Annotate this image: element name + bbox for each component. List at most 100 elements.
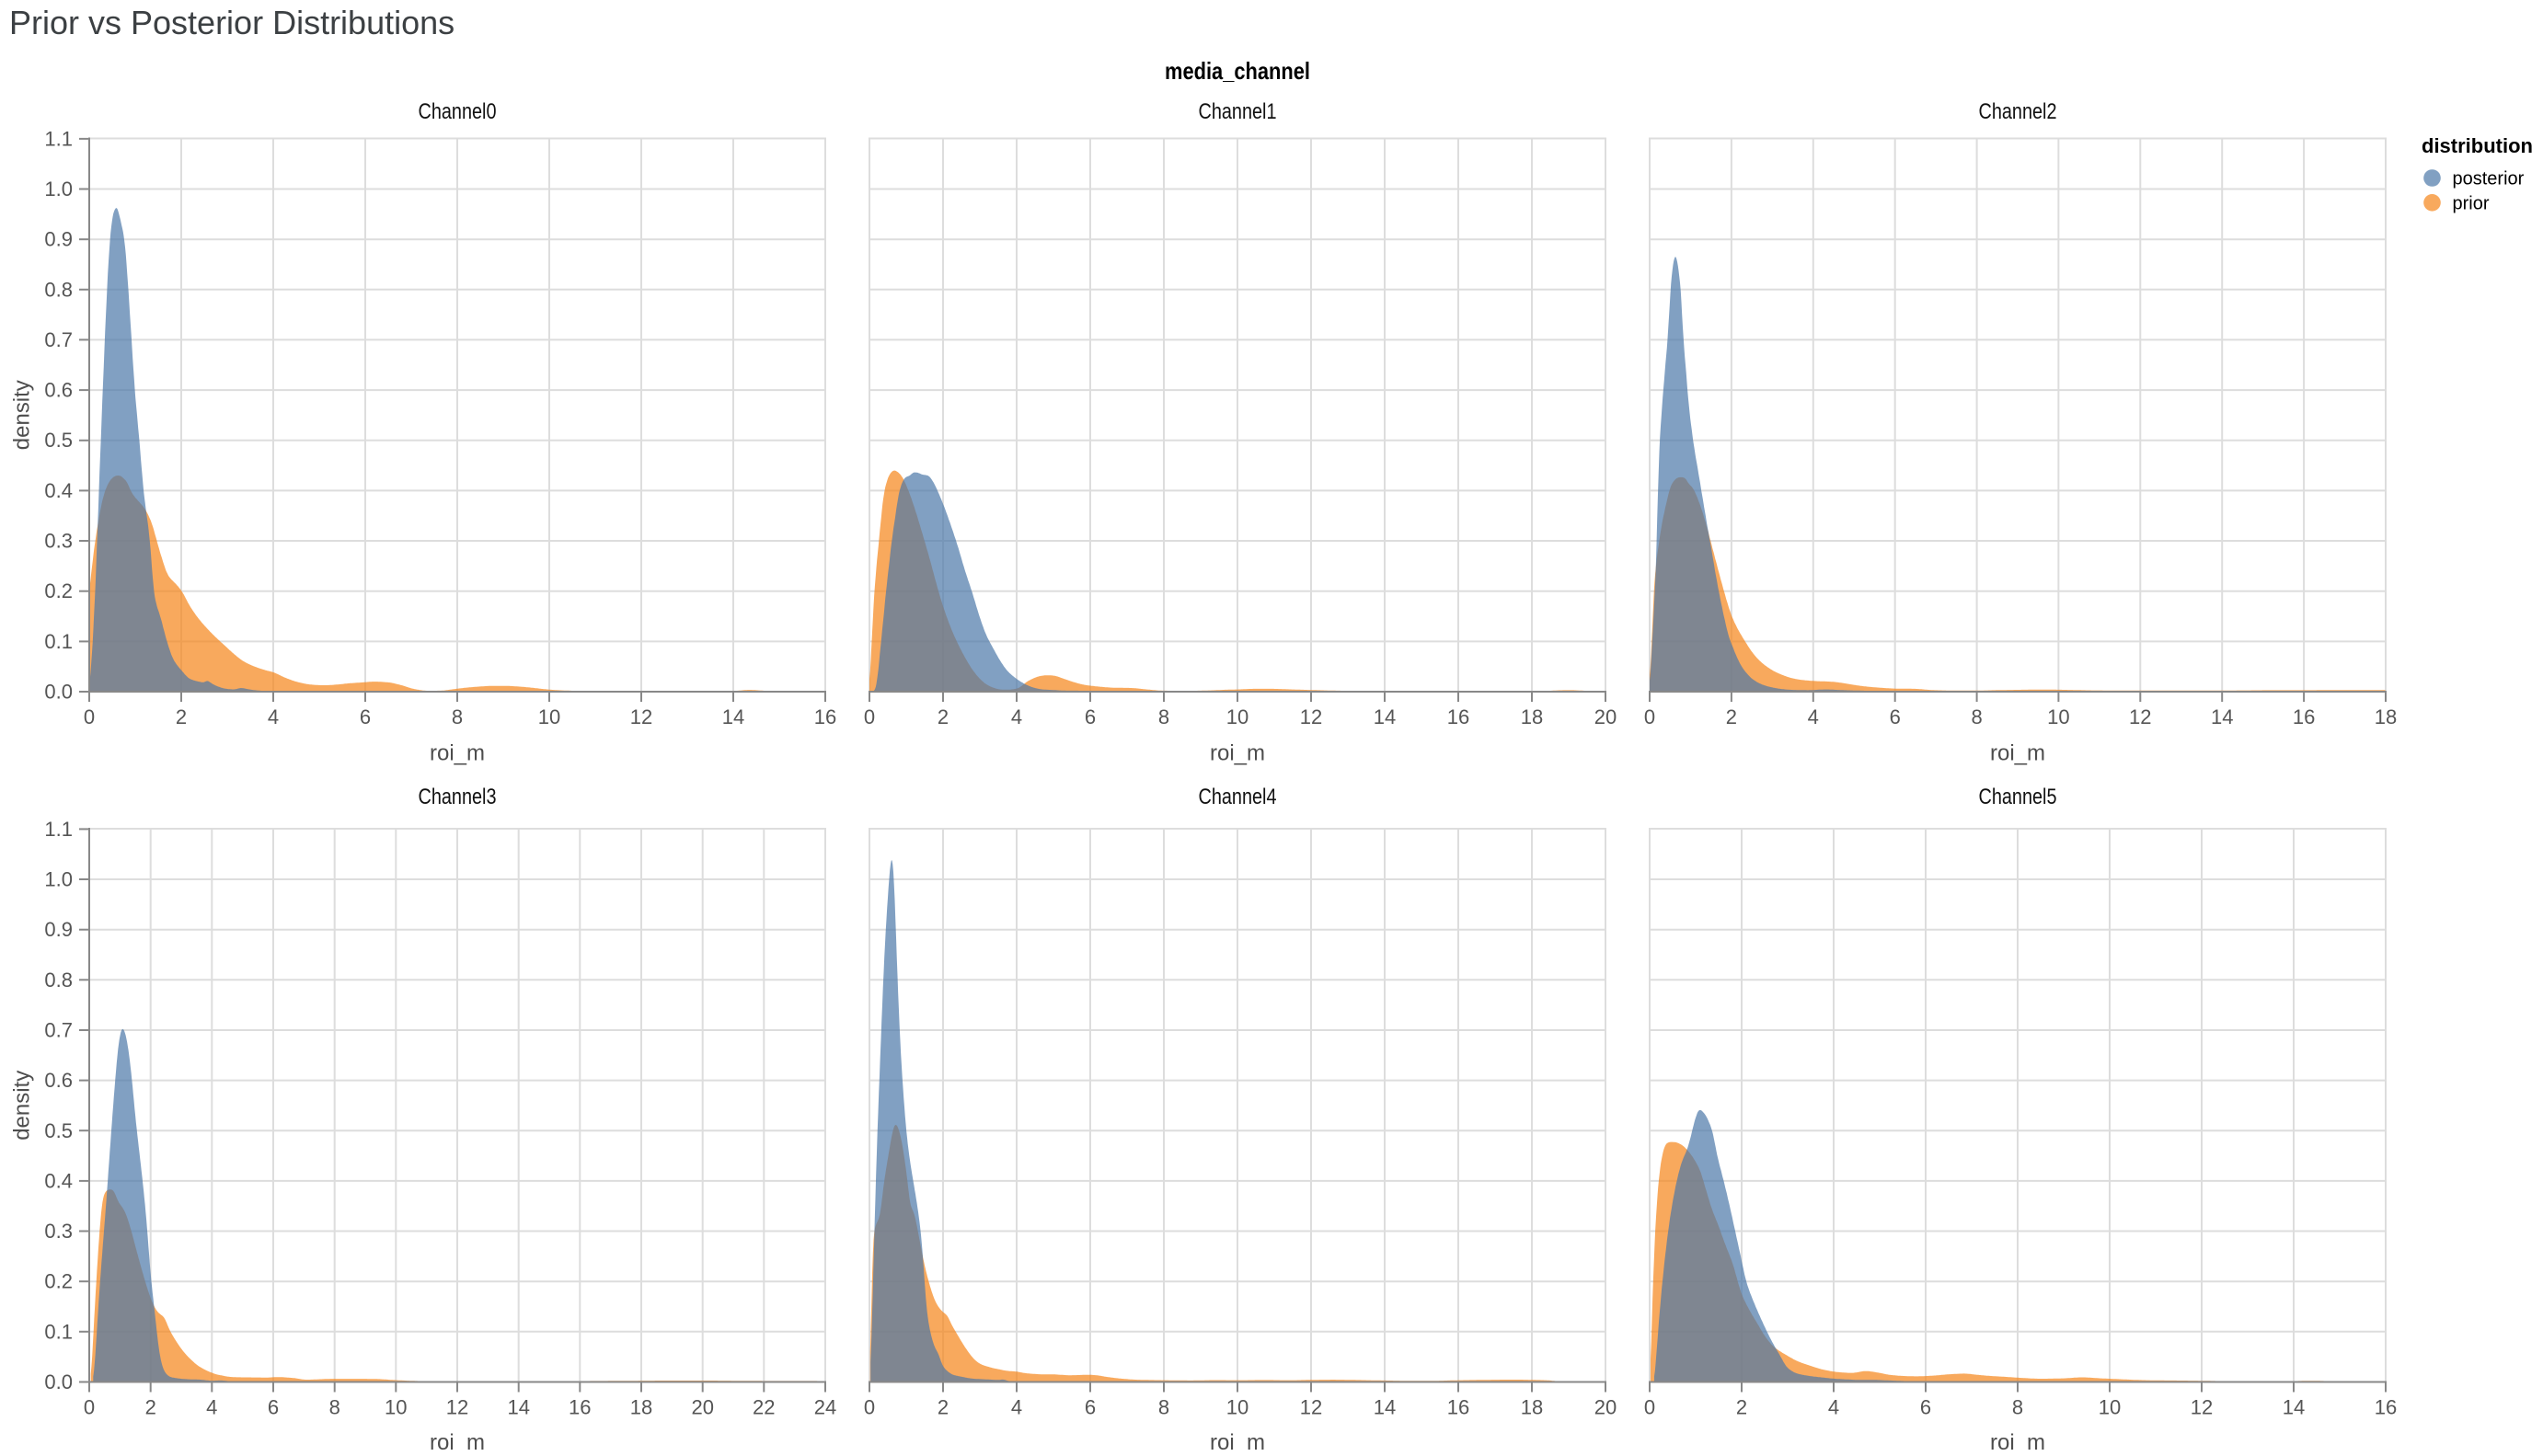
svg-text:2: 2 xyxy=(1726,705,1737,728)
svg-text:22: 22 xyxy=(753,1396,775,1419)
svg-text:16: 16 xyxy=(569,1396,591,1419)
svg-text:6: 6 xyxy=(268,1396,279,1419)
svg-text:10: 10 xyxy=(1226,705,1248,728)
svg-text:10: 10 xyxy=(538,705,560,728)
svg-text:density: density xyxy=(10,380,35,450)
svg-text:6: 6 xyxy=(1085,705,1096,728)
svg-text:8: 8 xyxy=(1158,705,1169,728)
svg-text:10: 10 xyxy=(2099,1396,2121,1419)
svg-text:12: 12 xyxy=(1300,1396,1322,1419)
svg-text:6: 6 xyxy=(1890,705,1901,728)
svg-text:Channel2: Channel2 xyxy=(1979,99,2057,124)
svg-text:roi_m: roi_m xyxy=(1990,1430,2045,1451)
svg-text:10: 10 xyxy=(385,1396,407,1419)
svg-text:0: 0 xyxy=(1644,1396,1655,1419)
svg-text:density: density xyxy=(10,1071,35,1141)
svg-text:4: 4 xyxy=(206,1396,217,1419)
svg-text:0.0: 0.0 xyxy=(44,681,73,704)
svg-text:14: 14 xyxy=(722,705,744,728)
svg-text:Channel1: Channel1 xyxy=(1199,99,1277,124)
svg-text:posterior: posterior xyxy=(2453,169,2525,189)
svg-text:roi_m: roi_m xyxy=(1210,1430,1265,1451)
svg-text:0.1: 0.1 xyxy=(44,630,73,653)
svg-text:4: 4 xyxy=(268,705,279,728)
svg-text:0: 0 xyxy=(864,1396,875,1419)
svg-text:14: 14 xyxy=(2283,1396,2305,1419)
svg-text:16: 16 xyxy=(814,705,836,728)
svg-text:8: 8 xyxy=(329,1396,340,1419)
svg-text:0.4: 0.4 xyxy=(44,479,73,502)
svg-text:0: 0 xyxy=(1644,705,1655,728)
svg-text:14: 14 xyxy=(507,1396,529,1419)
svg-text:8: 8 xyxy=(2012,1396,2023,1419)
svg-text:Channel3: Channel3 xyxy=(419,785,497,809)
svg-text:20: 20 xyxy=(691,1396,713,1419)
svg-text:Channel4: Channel4 xyxy=(1199,785,1277,809)
svg-text:1.0: 1.0 xyxy=(44,178,73,201)
svg-text:media_channel: media_channel xyxy=(1165,57,1310,85)
svg-text:10: 10 xyxy=(1226,1396,1248,1419)
svg-text:18: 18 xyxy=(1521,1396,1543,1419)
svg-text:8: 8 xyxy=(1971,705,1982,728)
svg-text:6: 6 xyxy=(1085,1396,1096,1419)
svg-text:16: 16 xyxy=(2375,1396,2397,1419)
svg-text:0.2: 0.2 xyxy=(44,1270,73,1293)
svg-text:0.8: 0.8 xyxy=(44,969,73,992)
svg-text:6: 6 xyxy=(360,705,371,728)
svg-text:0: 0 xyxy=(864,705,875,728)
svg-text:2: 2 xyxy=(1736,1396,1747,1419)
svg-text:0.3: 0.3 xyxy=(44,1220,73,1243)
svg-text:0.8: 0.8 xyxy=(44,278,73,301)
svg-text:0.1: 0.1 xyxy=(44,1320,73,1343)
svg-text:1.0: 1.0 xyxy=(44,868,73,891)
svg-text:4: 4 xyxy=(1828,1396,1839,1419)
svg-text:16: 16 xyxy=(1447,1396,1469,1419)
svg-text:2: 2 xyxy=(938,705,949,728)
svg-text:16: 16 xyxy=(2293,705,2315,728)
svg-text:0.0: 0.0 xyxy=(44,1370,73,1393)
svg-text:0.3: 0.3 xyxy=(44,530,73,553)
svg-text:18: 18 xyxy=(630,1396,652,1419)
svg-text:12: 12 xyxy=(630,705,652,728)
svg-text:12: 12 xyxy=(2191,1396,2213,1419)
svg-text:0: 0 xyxy=(84,705,95,728)
svg-text:2: 2 xyxy=(176,705,187,728)
svg-text:20: 20 xyxy=(1594,705,1617,728)
svg-text:Channel5: Channel5 xyxy=(1979,785,2057,809)
svg-text:roi_m: roi_m xyxy=(1210,741,1265,766)
svg-text:2: 2 xyxy=(938,1396,949,1419)
svg-text:0.2: 0.2 xyxy=(44,579,73,602)
svg-text:0.6: 0.6 xyxy=(44,1069,73,1092)
svg-text:12: 12 xyxy=(1300,705,1322,728)
svg-text:18: 18 xyxy=(1521,705,1543,728)
svg-text:0.5: 0.5 xyxy=(44,1119,73,1142)
svg-text:Prior vs Posterior Distributio: Prior vs Posterior Distributions xyxy=(9,4,455,41)
svg-text:Channel0: Channel0 xyxy=(419,99,497,124)
svg-text:8: 8 xyxy=(1158,1396,1169,1419)
svg-text:prior: prior xyxy=(2453,193,2490,213)
svg-text:2: 2 xyxy=(145,1396,156,1419)
svg-text:1.1: 1.1 xyxy=(44,818,73,841)
svg-text:14: 14 xyxy=(2211,705,2233,728)
svg-text:0.7: 0.7 xyxy=(44,1019,73,1042)
svg-text:10: 10 xyxy=(2047,705,2069,728)
svg-text:24: 24 xyxy=(814,1396,836,1419)
svg-text:0.9: 0.9 xyxy=(44,228,73,251)
svg-text:8: 8 xyxy=(452,705,463,728)
svg-text:0.9: 0.9 xyxy=(44,918,73,941)
svg-text:14: 14 xyxy=(1374,1396,1396,1419)
svg-text:roi_m: roi_m xyxy=(430,741,485,766)
svg-text:1.1: 1.1 xyxy=(44,127,73,150)
svg-text:4: 4 xyxy=(1011,1396,1022,1419)
svg-text:distribution: distribution xyxy=(2422,134,2533,157)
svg-text:4: 4 xyxy=(1808,705,1819,728)
svg-text:0.7: 0.7 xyxy=(44,328,73,351)
svg-text:0.4: 0.4 xyxy=(44,1169,73,1192)
svg-text:12: 12 xyxy=(446,1396,468,1419)
svg-text:18: 18 xyxy=(2375,705,2397,728)
svg-text:0.6: 0.6 xyxy=(44,379,73,402)
svg-text:0: 0 xyxy=(84,1396,95,1419)
svg-text:20: 20 xyxy=(1594,1396,1617,1419)
svg-text:16: 16 xyxy=(1447,705,1469,728)
svg-text:roi_m: roi_m xyxy=(1990,741,2045,766)
